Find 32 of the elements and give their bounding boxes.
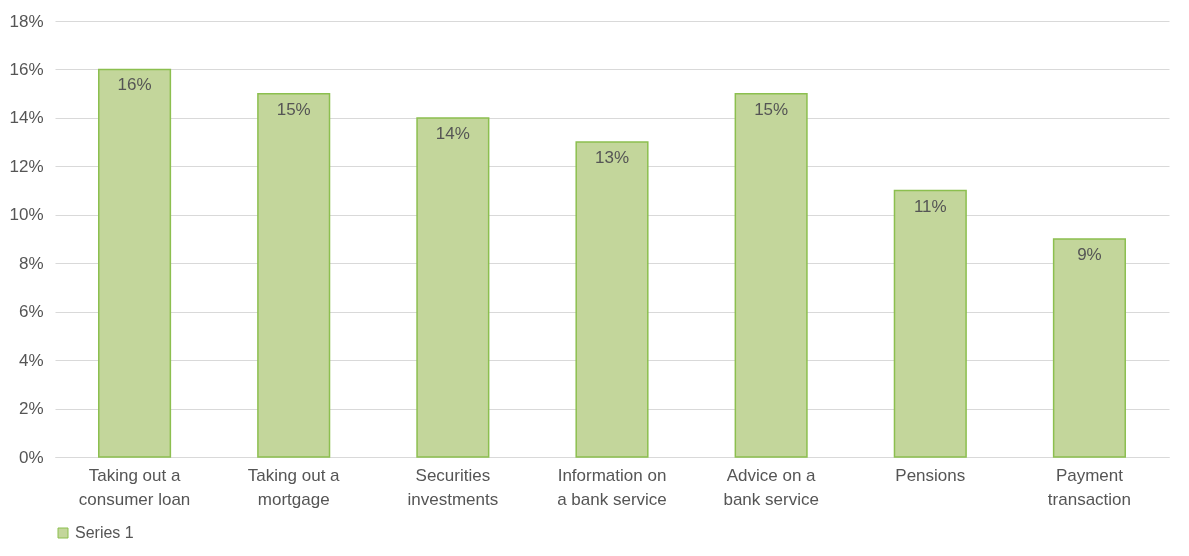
y-tick-label: 4% [18, 350, 44, 370]
data-label: 16% [117, 75, 152, 95]
bar [1052, 238, 1126, 458]
x-tick-label: Taking out a consumer loan [78, 465, 191, 509]
data-label: 15% [754, 99, 789, 119]
y-tick-label: 2% [18, 399, 44, 419]
data-label: 14% [435, 123, 470, 143]
y-tick-label: 18% [9, 11, 44, 31]
y-tick-label: 10% [9, 205, 44, 225]
y-tick-label: 0% [18, 447, 44, 467]
bar [257, 92, 331, 458]
data-label: 11% [913, 196, 947, 216]
data-label: 13% [594, 148, 630, 168]
bar [416, 117, 490, 458]
x-tick-label: Pensions [895, 465, 966, 485]
y-tick-label: 6% [18, 302, 44, 322]
x-tick-label: Information on a bank service [557, 465, 667, 509]
data-label: 9% [1077, 245, 1102, 264]
bar [893, 189, 967, 458]
bar [98, 68, 172, 458]
x-tick-label: Securities investments [407, 465, 499, 509]
y-tick-label: 12% [9, 156, 44, 176]
y-tick-label: 8% [18, 253, 44, 273]
data-label: 15% [276, 99, 311, 119]
x-tick-label: Payment transaction [1047, 465, 1132, 509]
y-tick-label: 16% [9, 59, 44, 79]
y-tick-label: 14% [9, 108, 44, 128]
legend-label: Series 1 [75, 524, 134, 541]
x-tick-label: Taking out a mortgage [247, 465, 341, 509]
x-tick-label: Advice on a bank service [723, 465, 819, 509]
bar [575, 141, 649, 458]
bar [734, 92, 808, 458]
